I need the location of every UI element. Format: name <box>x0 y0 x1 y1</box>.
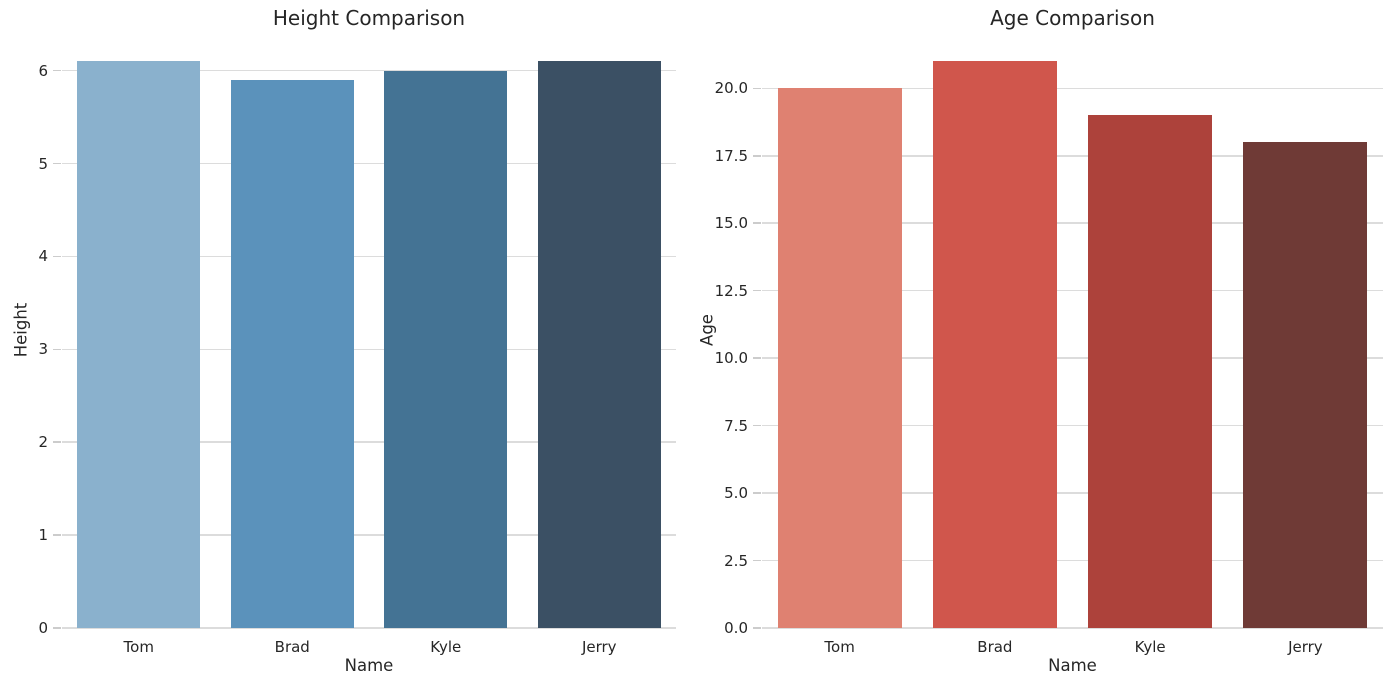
gridline <box>62 69 676 72</box>
y-tick-label: 7.5 <box>724 416 748 435</box>
plot-area <box>762 33 1383 629</box>
bar-kyle <box>384 70 508 628</box>
gridline <box>762 559 1383 562</box>
x-tick-label: Jerry <box>1288 638 1323 656</box>
x-tick-label: Jerry <box>581 638 617 656</box>
y-tick-mark <box>753 492 761 494</box>
y-tick-mark <box>53 69 61 72</box>
y-tick-label: 3 <box>38 340 48 359</box>
bar-jerry <box>537 61 661 628</box>
bar-kyle <box>1088 115 1213 628</box>
x-tick-label: Tom <box>123 638 154 656</box>
y-tick-mark <box>753 627 761 629</box>
y-tick-label: 17.5 <box>714 146 748 165</box>
y-axis-label: Age <box>697 314 717 346</box>
gridline <box>762 424 1383 427</box>
bar-jerry <box>1243 142 1368 628</box>
bar-tom <box>77 61 201 628</box>
y-tick-label: 6 <box>38 61 48 80</box>
y-tick-mark <box>753 155 761 157</box>
y-tick-mark <box>753 289 761 292</box>
y-tick-mark <box>53 534 61 536</box>
gridline <box>762 289 1383 292</box>
y-tick-label: 15.0 <box>714 214 748 233</box>
gridline <box>762 492 1383 494</box>
gridline <box>62 441 676 443</box>
x-axis-label: Name <box>344 656 394 675</box>
y-tick-mark <box>53 348 61 351</box>
bar-tom <box>777 88 902 628</box>
y-tick-label: 4 <box>38 247 48 266</box>
y-tick-label: 0 <box>38 619 48 637</box>
y-tick-label: 5 <box>38 154 48 173</box>
y-tick-label: 10.0 <box>714 349 748 368</box>
y-tick-mark <box>53 255 61 258</box>
y-tick-mark <box>53 441 61 443</box>
y-tick-mark <box>753 222 761 224</box>
bar-brad <box>932 61 1057 628</box>
y-tick-label: 2 <box>38 433 48 452</box>
y-tick-label: 12.5 <box>714 281 748 300</box>
y-tick-label: 20.0 <box>714 79 748 98</box>
x-tick-label: Kyle <box>430 638 462 656</box>
y-tick-mark <box>753 357 761 359</box>
y-tick-mark <box>53 627 61 629</box>
bar-brad <box>230 79 354 628</box>
y-tick-label: 2.5 <box>724 551 748 570</box>
gridline <box>62 627 676 629</box>
gridline <box>762 627 1383 629</box>
y-tick-mark <box>53 162 61 165</box>
y-tick-mark <box>753 87 761 90</box>
y-tick-label: 5.0 <box>724 484 748 503</box>
x-tick-label: Kyle <box>1134 638 1166 656</box>
y-tick-label: 0.0 <box>724 619 748 637</box>
x-tick-label: Brad <box>274 638 310 656</box>
gridline <box>762 357 1383 359</box>
gridline <box>62 162 676 165</box>
chart-title: Height Comparison <box>272 6 466 30</box>
gridline <box>62 255 676 258</box>
y-tick-mark <box>753 424 761 427</box>
x-tick-label: Brad <box>977 638 1013 656</box>
plot-area <box>62 33 676 629</box>
gridline <box>762 155 1383 157</box>
gridline <box>62 348 676 351</box>
gridline <box>762 87 1383 90</box>
x-tick-label: Tom <box>824 638 855 656</box>
chart-title: Age Comparison <box>990 6 1155 30</box>
gridline <box>762 222 1383 224</box>
x-axis-label: Name <box>1048 656 1097 675</box>
gridline <box>62 534 676 536</box>
y-tick-mark <box>753 559 761 562</box>
y-tick-label: 1 <box>38 526 48 545</box>
